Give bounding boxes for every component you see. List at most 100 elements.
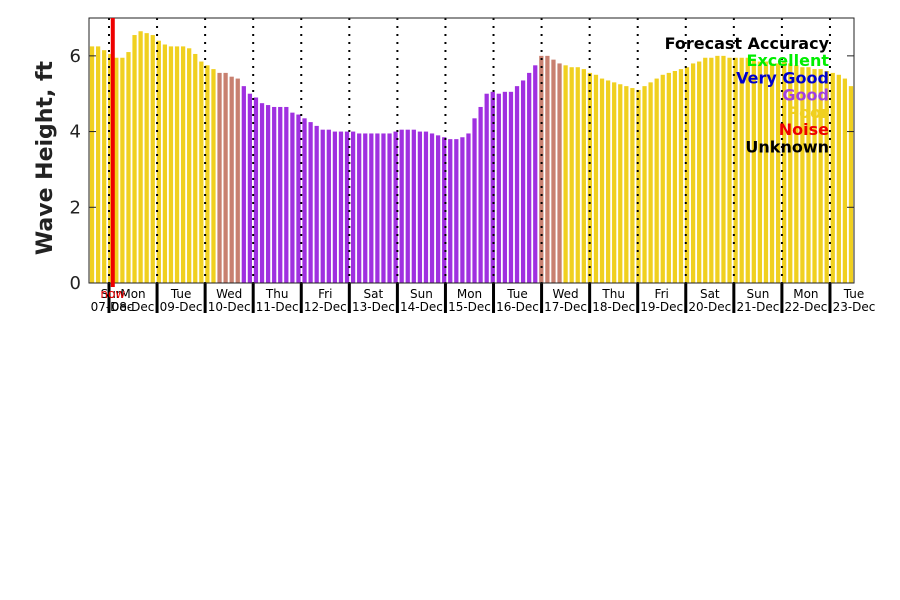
day-separators: [107, 18, 832, 313]
x-day-date: 13-Dec: [352, 300, 395, 314]
wave-bar: [484, 93, 489, 284]
wave-bar: [132, 35, 137, 283]
wave-bar: [745, 57, 750, 283]
x-day-weekday: Tue: [170, 287, 192, 301]
wave-bar: [806, 67, 811, 284]
wave-bar: [836, 74, 841, 283]
wave-bar: [715, 55, 720, 283]
x-day-weekday: Fri: [655, 287, 669, 301]
x-day-date: 10-Dec: [208, 300, 251, 314]
legend-title: Forecast Accuracy: [665, 34, 830, 53]
x-day-weekday: Wed: [216, 287, 242, 301]
y-tick-label: 6: [70, 46, 81, 67]
wave-bar: [666, 72, 671, 283]
wave-bar: [429, 133, 435, 283]
wave-bar: [466, 133, 471, 283]
wave-bar: [114, 57, 119, 283]
wave-bar: [126, 52, 131, 283]
x-day-weekday: Sat: [364, 287, 384, 301]
wave-bar: [757, 61, 763, 283]
wave-bar: [472, 118, 477, 283]
x-day-date: 11-Dec: [256, 300, 299, 314]
wave-bar: [108, 53, 113, 284]
wave-bar: [842, 78, 848, 283]
wave-bar: [709, 57, 714, 283]
wave-bar: [721, 55, 726, 283]
x-day-date: 18-Dec: [592, 300, 635, 314]
wave-bar: [381, 133, 386, 283]
wave-bar: [575, 67, 580, 284]
wave-bar: [393, 131, 398, 283]
wave-bar: [272, 106, 277, 284]
y-tick-label: 4: [70, 122, 81, 143]
x-day-weekday: Sun: [101, 287, 124, 301]
wave-bar: [442, 137, 447, 283]
wave-bar: [102, 50, 107, 284]
wave-bar: [818, 69, 823, 283]
legend-entry: Very Good: [736, 68, 829, 87]
wave-bar: [557, 63, 562, 284]
wave-bar: [247, 93, 253, 284]
wave-bar: [678, 69, 684, 283]
wave-bar: [211, 69, 216, 283]
wave-bar: [95, 46, 101, 283]
wave-bar: [630, 88, 635, 283]
wave-bar: [539, 55, 544, 283]
legend-entry: Good: [782, 86, 829, 105]
wave-bar: [162, 44, 168, 283]
wave-bar: [205, 65, 210, 283]
wave-bar: [605, 80, 611, 284]
wave-bar: [350, 131, 356, 283]
wave-bar: [533, 65, 538, 283]
wave-bar: [193, 53, 198, 284]
wave-bar: [660, 74, 665, 283]
x-day-weekday: Fri: [318, 287, 332, 301]
wave-bar: [563, 65, 568, 283]
wave-bar: [624, 86, 629, 283]
wave-bar: [265, 105, 271, 283]
wave-bar: [684, 67, 690, 284]
wave-bar: [569, 67, 574, 284]
wave-bar: [369, 133, 374, 283]
wave-bar: [144, 33, 149, 283]
wave-bar: [308, 122, 313, 283]
wave-bar: [253, 97, 259, 283]
wave-bar: [338, 131, 344, 283]
wave-bar: [332, 131, 338, 283]
wave-bar: [502, 91, 508, 283]
wave-bar: [648, 82, 653, 283]
wave-bar: [235, 78, 240, 283]
now-marker: now: [100, 18, 125, 301]
wave-bar: [581, 69, 586, 283]
x-day-date: 19-Dec: [640, 300, 683, 314]
wave-bar: [423, 131, 429, 283]
wave-bar: [690, 63, 696, 284]
wave-bar: [150, 35, 155, 283]
legend-entry: Excellent: [747, 51, 830, 70]
wave-bar: [399, 129, 404, 283]
wave-bar: [612, 82, 617, 283]
wave-bar: [363, 133, 368, 283]
wave-bar: [824, 71, 829, 283]
y-ticks: 0 2 4 6: [70, 46, 854, 294]
x-day-weekday: Sun: [746, 287, 769, 301]
wave-bar: [326, 129, 331, 283]
wave-bar: [448, 139, 453, 283]
x-day-weekday: Mon: [120, 287, 145, 301]
wave-bar: [344, 131, 350, 283]
x-day-date: 17-Dec: [544, 300, 587, 314]
wave-bar: [411, 129, 416, 283]
wave-bar: [775, 63, 781, 284]
wave-bar: [800, 67, 805, 284]
axes: [88, 17, 855, 284]
y-axis-label: Wave Height, ft: [33, 60, 58, 255]
wave-bar: [703, 57, 708, 283]
wave-bar: [314, 125, 319, 283]
wave-bar: [727, 57, 732, 283]
wave-bar: [788, 63, 793, 284]
wave-bar: [199, 61, 204, 283]
wave-bar: [848, 86, 854, 283]
wave-bar: [302, 118, 307, 283]
wave-bar: [460, 137, 465, 283]
wave-bar: [654, 78, 659, 283]
